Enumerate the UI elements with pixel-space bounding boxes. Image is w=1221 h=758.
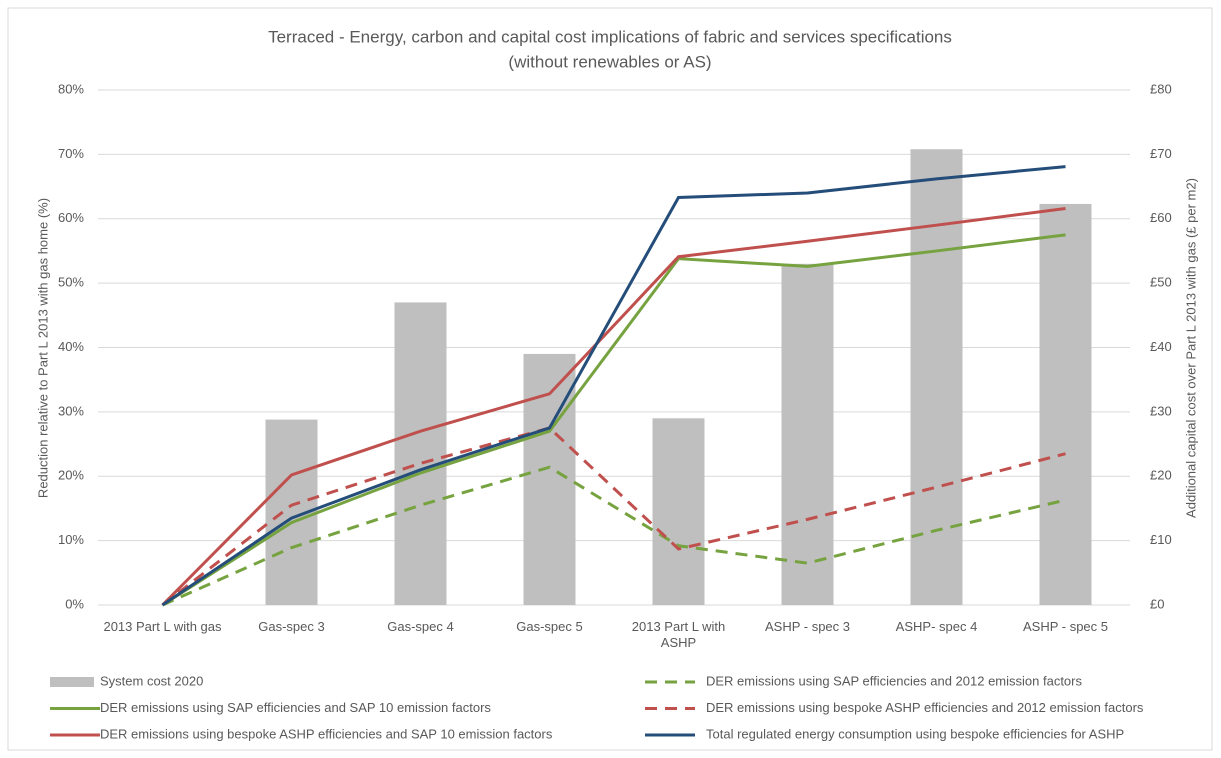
y-tick-label: 0% (65, 596, 84, 611)
x-tick-label: ASHP - spec 5 (1022, 619, 1109, 634)
chart-border (7, 7, 1213, 751)
y2-tick-label: £0 (1150, 596, 1164, 611)
y2-tick-label: £70 (1150, 146, 1172, 161)
bar (910, 149, 963, 605)
y-tick-label: 60% (58, 210, 84, 225)
legend-label: System cost 2020 (100, 673, 203, 688)
legend-label: DER emissions using bespoke ASHP efficie… (100, 726, 553, 741)
bar (652, 418, 705, 605)
legend-label: Total regulated energy consumption using… (706, 726, 1124, 741)
y-tick-label: 80% (58, 81, 84, 96)
y-tick-label: 50% (58, 275, 84, 290)
bar (781, 263, 834, 605)
x-tick-label: Gas-spec 5 (516, 619, 583, 634)
y-tick-label: 30% (58, 403, 84, 418)
bar (523, 353, 576, 605)
y2-tick-label: £30 (1150, 403, 1172, 418)
y-axis-label: Reduction relative to Part L 2013 with g… (35, 198, 50, 498)
line-series (161, 206, 1066, 607)
legend-label: DER emissions using SAP efficiencies and… (706, 673, 1082, 688)
line-series (161, 165, 1066, 607)
bar (1039, 203, 1092, 605)
chart-subtitle: (without renewables or AS) (508, 52, 711, 71)
y-tick-label: 10% (58, 532, 84, 547)
x-tick-label: Gas-spec 4 (387, 619, 454, 634)
chart-title: Terraced - Energy, carbon and capital co… (268, 27, 952, 46)
legend-label: DER emissions using bespoke ASHP efficie… (706, 700, 1144, 715)
bar (394, 302, 447, 605)
y2-tick-label: £10 (1150, 532, 1172, 547)
y2-tick-label: £60 (1150, 210, 1172, 225)
y-tick-label: 20% (58, 468, 84, 483)
y2-tick-label: £20 (1150, 468, 1172, 483)
line-series (161, 465, 1066, 607)
x-tick-label: Gas-spec 3 (258, 619, 325, 634)
y2-axis-label: Additional capital cost over Part L 2013… (1183, 178, 1198, 518)
legend-swatch (50, 677, 94, 687)
x-tick-label: 2013 Part L with ASHP (631, 619, 726, 650)
x-tick-label: 2013 Part L with gas (103, 619, 222, 634)
y-tick-label: 70% (58, 146, 84, 161)
y-tick-label: 40% (58, 339, 84, 354)
legend-label: DER emissions using SAP efficiencies and… (100, 700, 491, 715)
y2-tick-label: £50 (1150, 275, 1172, 290)
line-series (161, 426, 1066, 607)
y2-tick-label: £40 (1150, 339, 1172, 354)
line-series (161, 233, 1066, 607)
x-tick-label: ASHP- spec 4 (895, 619, 978, 634)
y2-tick-label: £80 (1150, 81, 1172, 96)
x-tick-label: ASHP - spec 3 (764, 619, 851, 634)
